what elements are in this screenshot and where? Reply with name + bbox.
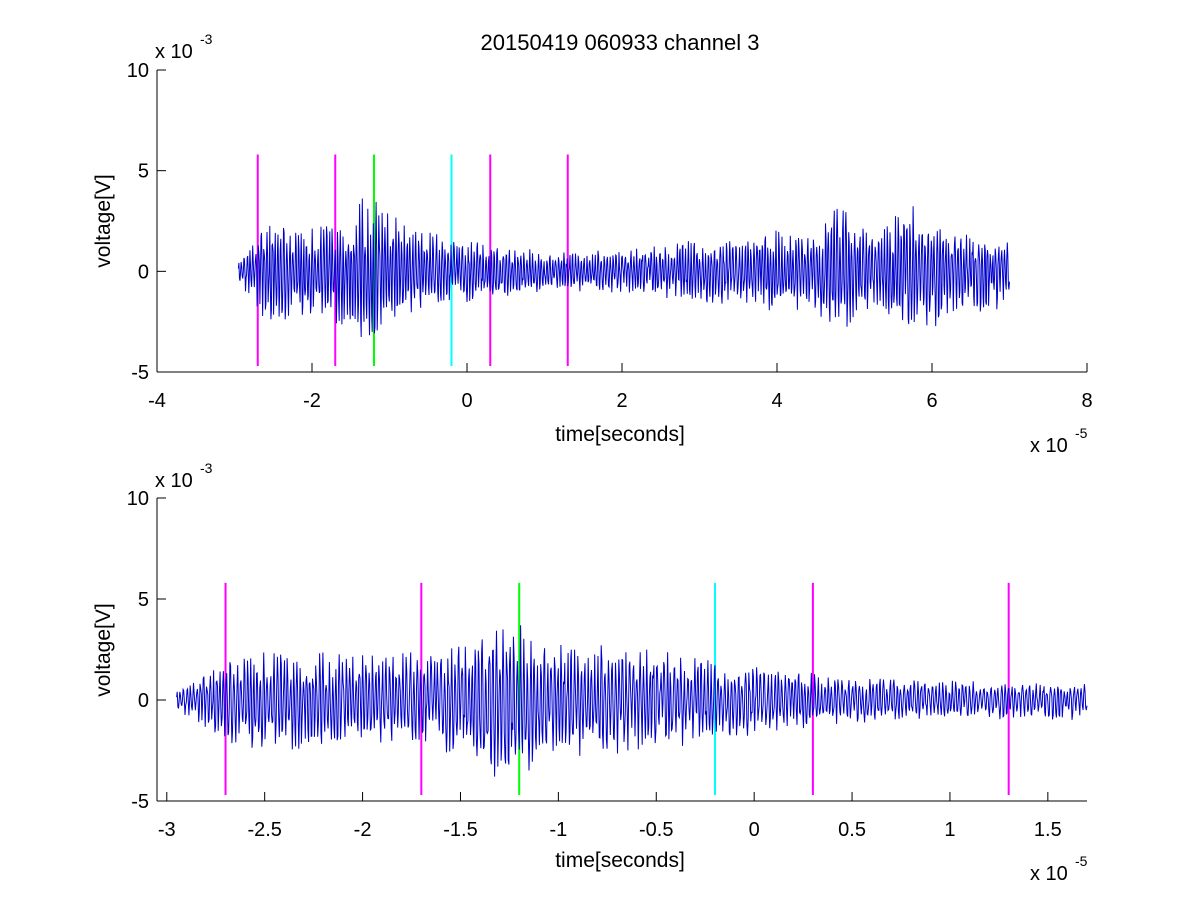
x-tick-label: -3 xyxy=(158,819,176,841)
x-tick-label: -4 xyxy=(148,390,166,412)
y-tick-label: 10 xyxy=(127,488,149,510)
y-exponent-label: x 10 -3 xyxy=(155,460,213,492)
y-tick-label: 5 xyxy=(138,161,149,183)
x-exponent-base: x 10 xyxy=(1030,863,1068,885)
y-exponent-power: -3 xyxy=(200,31,213,47)
x-tick-label: 6 xyxy=(926,390,937,412)
x-tick-label: 1.5 xyxy=(1034,819,1062,841)
signal-series xyxy=(176,625,1088,777)
y-tick-label: 0 xyxy=(138,690,149,712)
x-tick-label: 1 xyxy=(944,819,955,841)
y-tick-label: 5 xyxy=(138,589,149,611)
y-exponent-label: x 10 -3 xyxy=(155,31,213,63)
y-axis-label: voltage[V] xyxy=(92,174,115,267)
chart-title: 20150419 060933 channel 3 xyxy=(481,30,760,55)
signal-line xyxy=(237,198,1010,338)
x-tick-label: -0.5 xyxy=(639,819,673,841)
bottom-subplot: x 10 -3 x 10 -5 time[seconds] voltage[V]… xyxy=(92,460,1088,885)
y-tick-label: -5 xyxy=(131,362,149,384)
x-exponent-label: x 10 -5 xyxy=(1030,425,1088,457)
x-axis-label: time[seconds] xyxy=(555,423,685,446)
y-tick-label: 10 xyxy=(127,60,149,82)
axis-ticks: -3 -2.5 -2 -1.5 -1 -0.5 0 0.5 1 1.5 -5 0 5 10 xyxy=(127,488,1087,841)
x-exponent-power: -5 xyxy=(1075,853,1088,869)
x-tick-label: 0 xyxy=(461,390,472,412)
x-tick-label: -1 xyxy=(549,819,567,841)
x-tick-label: -2 xyxy=(354,819,372,841)
y-exponent-power: -3 xyxy=(200,460,213,476)
x-tick-label: 4 xyxy=(771,390,782,412)
x-tick-label: -2 xyxy=(303,390,321,412)
x-exponent-power: -5 xyxy=(1075,425,1088,441)
y-tick-label: -5 xyxy=(131,791,149,813)
signal-line xyxy=(176,625,1088,777)
x-tick-label: 2 xyxy=(616,390,627,412)
x-axis-label: time[seconds] xyxy=(555,849,685,872)
y-axis-label: voltage[V] xyxy=(92,603,115,696)
signal-series xyxy=(237,198,1010,338)
x-exponent-label: x 10 -5 xyxy=(1030,853,1088,885)
x-tick-label: -2.5 xyxy=(247,819,281,841)
y-exponent-base: x 10 xyxy=(155,470,193,492)
top-subplot: 20150419 060933 channel 3 x 10 -3 x 10 -… xyxy=(92,30,1093,457)
x-tick-label: 0.5 xyxy=(838,819,866,841)
axis-ticks: -4 -2 0 2 4 6 8 -5 0 5 10 xyxy=(127,60,1093,412)
x-tick-label: -1.5 xyxy=(443,819,477,841)
x-tick-label: 8 xyxy=(1081,390,1092,412)
x-tick-label: 0 xyxy=(749,819,760,841)
y-tick-label: 0 xyxy=(138,261,149,283)
y-exponent-base: x 10 xyxy=(155,41,193,63)
x-exponent-base: x 10 xyxy=(1030,435,1068,457)
